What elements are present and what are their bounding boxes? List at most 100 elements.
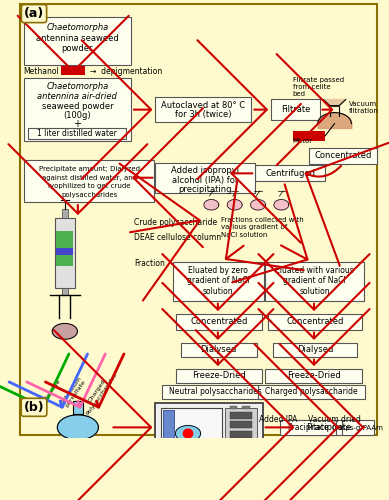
Text: alcohol (IPA) for: alcohol (IPA) for <box>172 176 238 185</box>
FancyBboxPatch shape <box>155 403 263 456</box>
Text: Added isopropyl: Added isopropyl <box>171 166 239 175</box>
FancyBboxPatch shape <box>293 130 325 141</box>
FancyBboxPatch shape <box>342 420 374 435</box>
FancyBboxPatch shape <box>54 218 75 288</box>
Text: +: + <box>74 120 81 130</box>
Text: Vacuum: Vacuum <box>349 102 377 107</box>
Text: CMsps-g-PAAm: CMsps-g-PAAm <box>332 425 384 431</box>
Polygon shape <box>227 200 242 210</box>
Text: antennina air-dried: antennina air-dried <box>37 92 117 101</box>
FancyBboxPatch shape <box>161 408 222 450</box>
Text: DEAE cellulose column: DEAE cellulose column <box>134 232 221 241</box>
FancyBboxPatch shape <box>24 160 154 202</box>
FancyBboxPatch shape <box>56 231 73 266</box>
Text: seaweed powder: seaweed powder <box>42 102 113 110</box>
FancyBboxPatch shape <box>155 98 251 122</box>
FancyBboxPatch shape <box>230 406 237 409</box>
FancyBboxPatch shape <box>176 369 262 383</box>
FancyBboxPatch shape <box>271 99 320 120</box>
Text: (b): (b) <box>24 401 44 414</box>
Text: Dialysed: Dialysed <box>297 345 333 354</box>
FancyBboxPatch shape <box>28 128 126 140</box>
FancyBboxPatch shape <box>20 4 377 435</box>
Text: Crude polysaccharide: Crude polysaccharide <box>134 218 217 226</box>
Text: Charged polysaccharide: Charged polysaccharide <box>265 387 358 396</box>
Bar <box>57 448 98 452</box>
Text: Eluated by zero: Eluated by zero <box>188 266 248 274</box>
Text: Concentrated: Concentrated <box>286 318 343 326</box>
FancyBboxPatch shape <box>280 420 336 435</box>
Text: antennina seaweed: antennina seaweed <box>36 34 119 42</box>
Text: Pracipitate: Pracipitate <box>306 423 352 432</box>
FancyBboxPatch shape <box>162 384 269 398</box>
FancyBboxPatch shape <box>225 408 257 450</box>
Text: Added IPA: Added IPA <box>259 415 298 424</box>
Polygon shape <box>57 415 98 440</box>
FancyBboxPatch shape <box>297 420 361 435</box>
FancyBboxPatch shape <box>309 148 377 164</box>
Text: Acrylamide: Acrylamide <box>38 378 62 410</box>
Polygon shape <box>175 426 201 442</box>
Text: lyophilized to get crude: lyophilized to get crude <box>48 184 130 190</box>
Text: Fractions collected with: Fractions collected with <box>221 216 303 222</box>
Polygon shape <box>274 200 289 210</box>
FancyBboxPatch shape <box>230 431 252 438</box>
Text: Vacuum dried: Vacuum dried <box>308 415 361 424</box>
Text: Chaetomorpha: Chaetomorpha <box>46 23 109 32</box>
FancyBboxPatch shape <box>265 369 362 383</box>
Text: gradient of NaCl: gradient of NaCl <box>187 276 250 285</box>
FancyBboxPatch shape <box>24 78 131 141</box>
FancyBboxPatch shape <box>268 314 362 330</box>
FancyBboxPatch shape <box>62 288 68 294</box>
Polygon shape <box>323 100 346 105</box>
Text: Freeze-Dried: Freeze-Dried <box>287 372 340 380</box>
FancyBboxPatch shape <box>155 163 255 194</box>
Polygon shape <box>251 200 265 210</box>
FancyBboxPatch shape <box>163 410 174 449</box>
Text: various gradient of: various gradient of <box>221 224 287 230</box>
Text: Potassium
persulfate: Potassium persulfate <box>60 376 87 408</box>
FancyBboxPatch shape <box>230 412 252 418</box>
Text: Eluated with various: Eluated with various <box>275 266 354 274</box>
Text: against distilled water, and: against distilled water, and <box>42 174 137 180</box>
FancyBboxPatch shape <box>56 248 73 256</box>
Text: Centrifuged: Centrifuged <box>265 169 315 178</box>
Text: Neutral polysaccharides: Neutral polysaccharides <box>169 387 262 396</box>
Bar <box>50 442 106 448</box>
Text: Precipitate amount; Dialyzed: Precipitate amount; Dialyzed <box>39 166 140 172</box>
Polygon shape <box>204 200 219 210</box>
Text: (a): (a) <box>24 7 44 20</box>
Text: Charged
Polysaccharides: Charged Polysaccharides <box>81 369 118 416</box>
Text: Filtrate: Filtrate <box>280 105 310 114</box>
Circle shape <box>183 429 193 438</box>
FancyBboxPatch shape <box>61 66 85 74</box>
FancyBboxPatch shape <box>265 262 364 301</box>
FancyBboxPatch shape <box>273 342 357 356</box>
Text: Motor: Motor <box>293 138 313 144</box>
Text: gradient of NaCl: gradient of NaCl <box>283 276 346 285</box>
Polygon shape <box>52 324 77 339</box>
Text: polysaccharides: polysaccharides <box>61 192 117 198</box>
Text: powder: powder <box>62 44 93 53</box>
Text: Fraction: Fraction <box>134 259 165 268</box>
FancyBboxPatch shape <box>242 406 250 409</box>
Text: from celite: from celite <box>293 84 330 90</box>
Text: Freeze-Dried: Freeze-Dried <box>192 372 246 380</box>
FancyBboxPatch shape <box>230 422 252 428</box>
Text: Autoclaved at 80° C: Autoclaved at 80° C <box>161 101 245 110</box>
FancyBboxPatch shape <box>180 342 257 356</box>
Text: for 3h (twice): for 3h (twice) <box>175 110 232 120</box>
Text: →  depigmentation: → depigmentation <box>90 66 162 76</box>
Text: Concentrated: Concentrated <box>190 318 247 326</box>
Text: Concentrated: Concentrated <box>314 152 371 160</box>
FancyBboxPatch shape <box>176 314 262 330</box>
FancyBboxPatch shape <box>173 262 264 301</box>
Text: bed: bed <box>293 91 305 97</box>
FancyBboxPatch shape <box>255 166 325 181</box>
FancyBboxPatch shape <box>62 209 68 218</box>
Text: Filtrate passed: Filtrate passed <box>293 77 343 83</box>
Text: 1 liter distilled water: 1 liter distilled water <box>37 129 117 138</box>
FancyBboxPatch shape <box>24 17 131 65</box>
Bar <box>73 401 82 414</box>
Text: precipitating: precipitating <box>179 186 232 194</box>
